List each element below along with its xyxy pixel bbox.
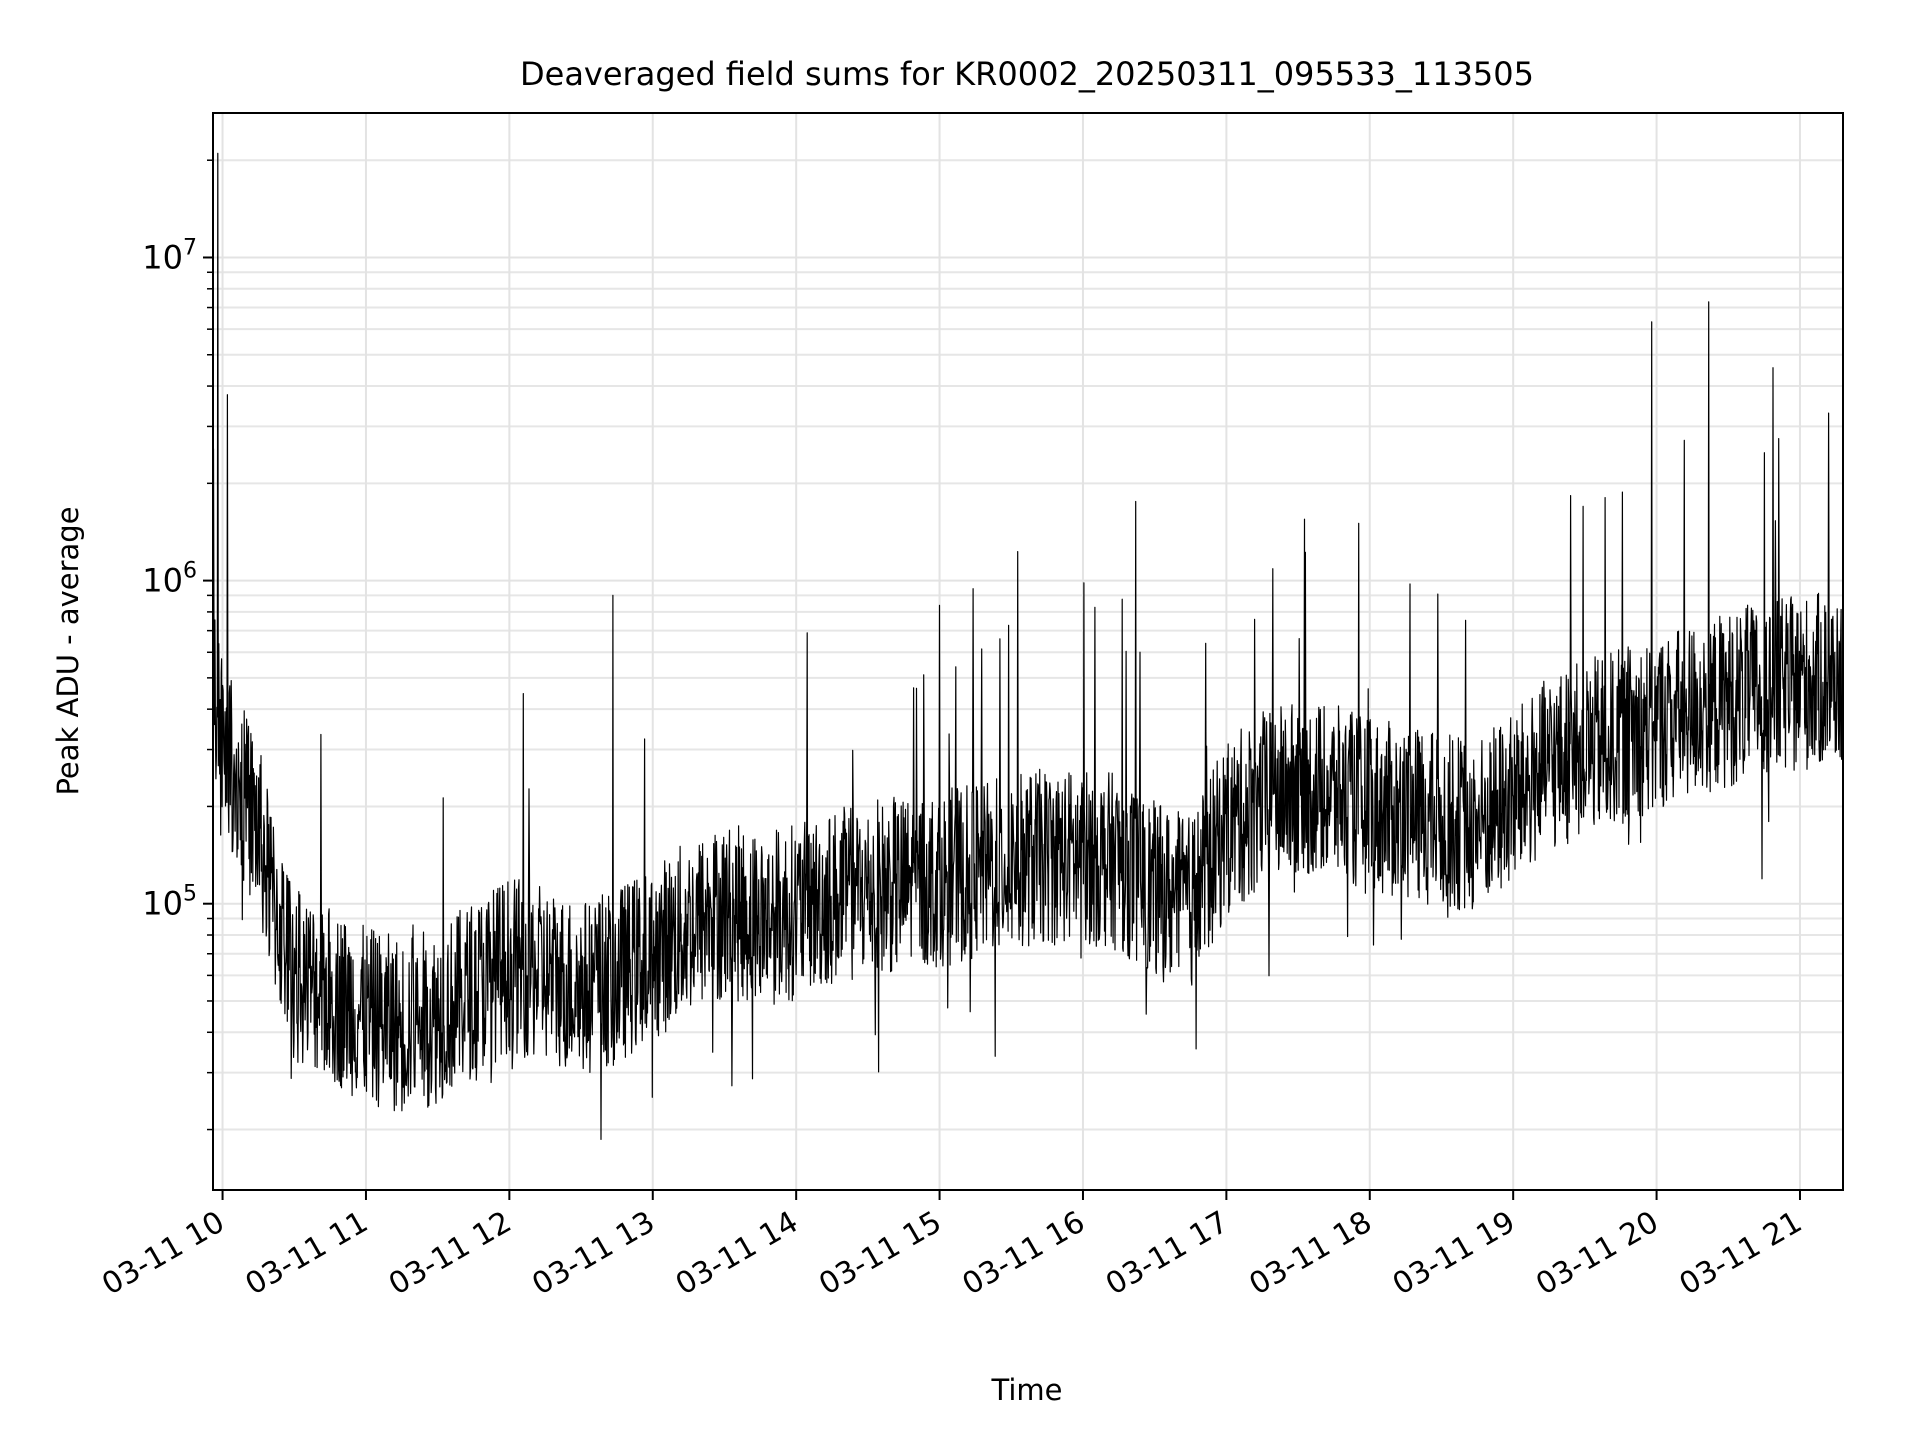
y-tick-label: 105 xyxy=(142,882,197,923)
y-axis-label: Peak ADU - average xyxy=(51,506,85,795)
y-axis: 105 106 107 xyxy=(142,159,213,1131)
plot-frame xyxy=(212,112,1844,1191)
series-layer xyxy=(212,152,1844,1140)
y-tick-label: 106 xyxy=(142,559,197,600)
y-tick-label: 107 xyxy=(142,235,197,276)
x-axis-label: Time xyxy=(991,1373,1063,1407)
chart-title: Deaveraged field sums for KR0002_2025031… xyxy=(520,55,1534,93)
series-line xyxy=(212,152,1844,1140)
